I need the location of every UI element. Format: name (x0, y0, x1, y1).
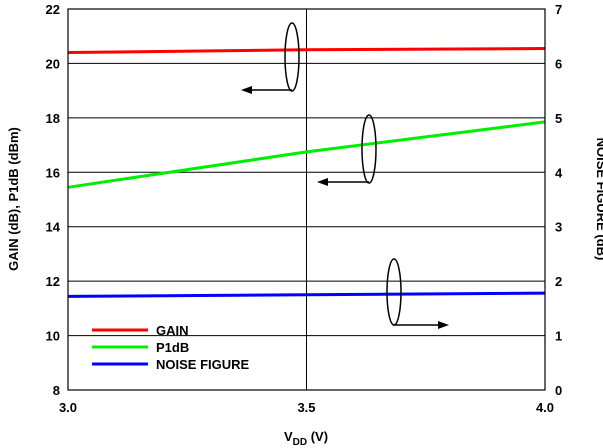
y-right-axis-title: NOISE FIGURE (dB) (594, 138, 603, 261)
nf-marker-ellipse (386, 258, 402, 326)
y-right-tick-label: 6 (555, 56, 562, 71)
x-axis-title: VDD (V) (284, 429, 328, 448)
y-right-tick-label: 0 (555, 383, 562, 398)
plot-frame (67, 8, 546, 391)
y-left-tick-label: 20 (46, 56, 60, 71)
gain-arrowhead (241, 86, 252, 94)
y-left-tick-label: 12 (46, 274, 60, 289)
x-tick-label: 4.0 (536, 400, 554, 415)
y-left-tick-label: 8 (53, 383, 60, 398)
legend-label: P1dB (156, 340, 189, 355)
x-tick-label: 3.5 (297, 400, 315, 415)
x-tick-label: 3.0 (59, 400, 77, 415)
p1db-arrowhead (317, 178, 328, 186)
y-right-tick-label: 7 (555, 2, 562, 17)
y-right-tick-label: 4 (555, 165, 563, 180)
gain-marker-ellipse (284, 22, 300, 92)
nf-arrowhead (438, 321, 449, 329)
y-right-tick-label: 5 (555, 111, 562, 126)
series-layer (67, 47, 546, 298)
x-axis-title-sub: DD (293, 437, 307, 448)
legend-label: GAIN (156, 323, 189, 338)
y-left-tick-label: 18 (46, 111, 60, 126)
x-axis-title-main: V (284, 429, 293, 444)
series-line-p1db (67, 120, 546, 189)
legend-label: NOISE FIGURE (156, 357, 250, 372)
grid (68, 9, 545, 390)
y-right-tick-label: 1 (555, 329, 562, 344)
y-left-tick-label: 16 (46, 165, 60, 180)
y-left-tick-label: 10 (46, 329, 60, 344)
y-left-axis-title: GAIN (dB), P1dB (dBm) (6, 127, 21, 271)
series-line-noise-figure (67, 291, 546, 298)
annotations (241, 22, 449, 329)
legend: GAIN P1dB NOISE FIGURE (92, 323, 250, 372)
y-left-tick-label: 22 (46, 2, 60, 17)
x-axis-title-unit: (V) (307, 429, 328, 444)
p1db-marker-ellipse (361, 114, 377, 184)
y-right-tick-label: 2 (555, 274, 562, 289)
y-right-tick-label: 3 (555, 220, 562, 235)
series-line-gain (67, 47, 546, 54)
y-left-tick-label: 14 (46, 220, 61, 235)
